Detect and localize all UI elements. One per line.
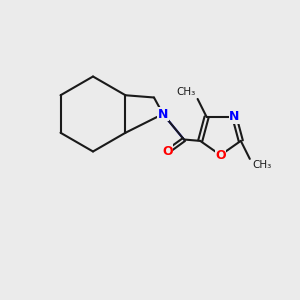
Text: N: N — [158, 107, 168, 121]
Text: CH₃: CH₃ — [252, 160, 272, 170]
Text: O: O — [215, 148, 226, 162]
Text: CH₃: CH₃ — [176, 88, 195, 98]
Text: O: O — [162, 145, 173, 158]
Text: N: N — [229, 110, 240, 124]
